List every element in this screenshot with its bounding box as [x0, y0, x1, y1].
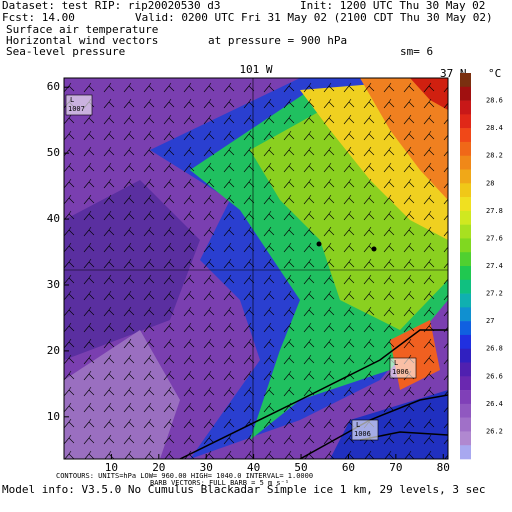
colorbar-box	[460, 307, 471, 322]
colorbar-box	[460, 390, 471, 405]
x-tick-label: 80	[437, 461, 450, 474]
colorbar-box	[460, 238, 471, 253]
low-letter: L	[356, 421, 360, 429]
low-box	[351, 419, 379, 441]
low-value: 1006	[354, 430, 371, 438]
colorbar-box	[460, 169, 471, 184]
colorbar-box	[460, 155, 471, 170]
colorbar-box	[460, 183, 471, 198]
fcst: Fcst: 14.00	[2, 11, 75, 24]
colorbar-box	[460, 431, 471, 446]
field-map	[64, 78, 448, 459]
colorbar-label: 27.8	[486, 207, 503, 215]
colorbar-box	[460, 334, 471, 350]
footer: Model info: V3.5.0 No Cumulus Blackadar …	[2, 483, 485, 496]
colorbar-box	[460, 210, 471, 225]
field: Surface air temperature	[6, 23, 158, 36]
colorbar-box	[460, 321, 471, 336]
colorbar-label: 28.2	[486, 152, 503, 160]
x-tick-label: 60	[342, 461, 355, 474]
colorbar-box	[460, 348, 471, 363]
y-tick-label: 20	[47, 344, 60, 357]
unit: °C	[488, 67, 501, 80]
colorbar-box	[460, 197, 471, 212]
colorbar-box	[460, 224, 471, 239]
x-tick-label: 10	[105, 461, 118, 474]
colorbar-box	[460, 403, 471, 418]
colorbar-box	[460, 141, 471, 157]
colorbar-box	[460, 114, 471, 129]
meridian: 101 W	[239, 63, 272, 76]
sm: sm= 6	[400, 45, 433, 58]
pressure: at pressure = 900 hPa	[208, 34, 347, 47]
colorbar-box	[460, 293, 471, 308]
low-value: 1007	[68, 105, 85, 113]
x-tick-label: 70	[389, 461, 402, 474]
init: Init: 1200 UTC Thu 30 May 02	[300, 0, 485, 12]
colorbar-box	[460, 445, 471, 460]
x-tick-label: 50	[294, 461, 307, 474]
y-tick-label: 40	[47, 212, 60, 225]
plot-frame	[63, 77, 449, 460]
low-box	[389, 357, 417, 379]
colorbar-label: 28.4	[486, 124, 503, 132]
y-tick-label: 10	[47, 410, 60, 423]
field: Horizontal wind vectors	[6, 34, 158, 47]
colorbar-box	[460, 73, 471, 88]
dataset: Dataset: test RIP: rip20020530 d3	[2, 0, 221, 12]
x-tick-label: 20	[152, 461, 165, 474]
low-value: 1006	[392, 368, 409, 376]
colorbar-box	[460, 417, 471, 432]
colorbar-box	[460, 128, 471, 143]
parallel: 37 N	[440, 67, 467, 80]
colorbar-box	[460, 252, 471, 267]
x-tick-label: 40	[247, 461, 260, 474]
low-letter: L	[394, 359, 398, 367]
colorbar-box	[460, 100, 471, 115]
colorbar-box	[460, 266, 471, 281]
footer: BARB VECTORS: FULL BARB = 5 m s⁻¹	[150, 479, 289, 487]
y-tick-label: 50	[47, 146, 60, 159]
y-tick-label: 30	[47, 278, 60, 291]
colorbar-label: 27.2	[486, 290, 503, 298]
field: Sea-level pressure	[6, 45, 125, 58]
colorbar-label: 27.4	[486, 262, 503, 270]
low-box	[65, 94, 93, 116]
colorbar-label: 26.8	[486, 345, 503, 353]
colorbar-label: 27	[486, 317, 494, 325]
low-letter: L	[70, 96, 74, 104]
colorbar-box	[460, 279, 471, 294]
colorbar-label: 26.4	[486, 400, 503, 408]
valid: Valid: 0200 UTC Fri 31 May 02 (2100 CDT …	[135, 11, 493, 24]
colorbar-label: 28	[486, 179, 494, 187]
colorbar-label: 26.2	[486, 427, 503, 435]
x-tick-label: 30	[200, 461, 213, 474]
y-tick-label: 60	[47, 80, 60, 93]
colorbar-box	[460, 376, 471, 391]
colorbar-label: 28.6	[486, 97, 503, 105]
colorbar-box	[460, 362, 471, 377]
footer: CONTOURS: UNITS=hPa LOW= 960.00 HIGH= 10…	[56, 472, 313, 480]
colorbar-label: 26.6	[486, 372, 503, 380]
colorbar-box	[460, 86, 471, 101]
colorbar-label: 27.6	[486, 234, 503, 242]
